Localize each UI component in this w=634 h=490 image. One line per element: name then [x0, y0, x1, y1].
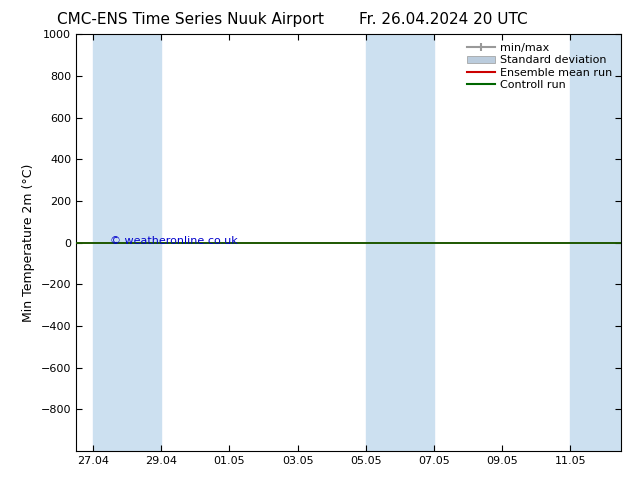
Y-axis label: Min Temperature 2m (°C): Min Temperature 2m (°C) — [22, 163, 35, 322]
Bar — [570, 34, 621, 451]
Text: © weatheronline.co.uk: © weatheronline.co.uk — [110, 236, 238, 246]
Legend: min/max, Standard deviation, Ensemble mean run, Controll run: min/max, Standard deviation, Ensemble me… — [463, 40, 616, 93]
Bar — [366, 34, 434, 451]
Text: CMC-ENS Time Series Nuuk Airport: CMC-ENS Time Series Nuuk Airport — [56, 12, 324, 27]
Bar — [93, 34, 161, 451]
Text: Fr. 26.04.2024 20 UTC: Fr. 26.04.2024 20 UTC — [359, 12, 528, 27]
